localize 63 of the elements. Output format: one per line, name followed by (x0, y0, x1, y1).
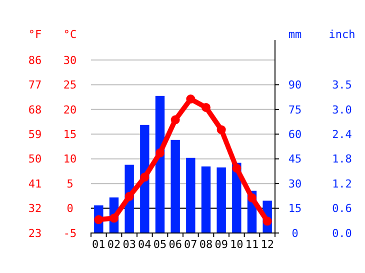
y-tick-label: 10 (63, 152, 77, 166)
bar (216, 167, 226, 233)
text: 2.4 (332, 128, 352, 141)
text: 0.0 (332, 226, 352, 240)
y2-tick-label: 75 (288, 103, 302, 116)
point (170, 115, 180, 124)
y3-tick-label: 50 (28, 152, 42, 166)
point (262, 216, 272, 226)
y3-tick-label: 23 (28, 226, 42, 240)
x-tick-label: 08 (199, 238, 213, 251)
point (248, 193, 256, 202)
y2-axis-title: mm (288, 28, 302, 41)
y-tick-label: -5 (63, 226, 77, 240)
y3-tick-label: 59 (28, 128, 42, 141)
x-tick-label: 10 (230, 238, 244, 251)
point (202, 102, 210, 112)
x-tick-label: 07 (184, 238, 198, 251)
y-axis-title: °C (63, 28, 77, 41)
text: 1.2 (332, 177, 352, 190)
text: 3.5 (332, 78, 352, 92)
y3-tick-label: 86 (28, 54, 42, 67)
bar (155, 96, 165, 233)
y3-tick-label: 68 (28, 103, 42, 116)
y2-tick-label: 15 (288, 202, 302, 216)
x-tick-label: 02 (107, 238, 121, 251)
y3-axis-title: °F (28, 28, 42, 41)
y3-tick-label: 77 (28, 78, 42, 92)
bar (201, 166, 211, 233)
y-tick-label: 25 (63, 78, 77, 92)
y-tick-label: 30 (63, 54, 77, 67)
y3-tick-label: 32 (28, 202, 42, 216)
text: 1.8 (332, 152, 352, 166)
point (124, 192, 134, 201)
point (156, 148, 164, 158)
x-tick-label: 11 (245, 238, 259, 251)
x-tick-label: 05 (153, 238, 167, 251)
x-tick-label: 03 (122, 238, 136, 251)
point (232, 164, 242, 173)
y-tick-label: 0 (66, 202, 74, 216)
y2-tick-label: 90 (288, 78, 302, 92)
y-tick-label: 15 (63, 128, 77, 141)
text: 0.6 (332, 202, 352, 216)
text: 3.0 (332, 103, 352, 116)
bar (186, 158, 196, 233)
y2-tick-label: 60 (288, 128, 302, 141)
x-tick-label: 06 (168, 238, 182, 251)
text: inch (328, 28, 356, 41)
y2-tick-label: 30 (288, 177, 302, 190)
point (140, 172, 150, 182)
x-tick-label: 01 (92, 238, 106, 251)
y-tick-label: 5 (66, 177, 74, 190)
y-tick-label: 20 (63, 103, 77, 116)
point (94, 215, 104, 224)
y2-tick-label: 45 (288, 152, 302, 166)
bar (170, 140, 180, 233)
point (186, 94, 196, 104)
x-tick-label: 04 (138, 238, 152, 251)
point (216, 125, 226, 134)
x-tick-label: 12 (260, 238, 274, 251)
y3-tick-label: 41 (28, 177, 42, 190)
y2-tick-label: 0 (292, 226, 298, 240)
x-tick-label: 09 (214, 238, 228, 251)
bar (140, 124, 150, 233)
